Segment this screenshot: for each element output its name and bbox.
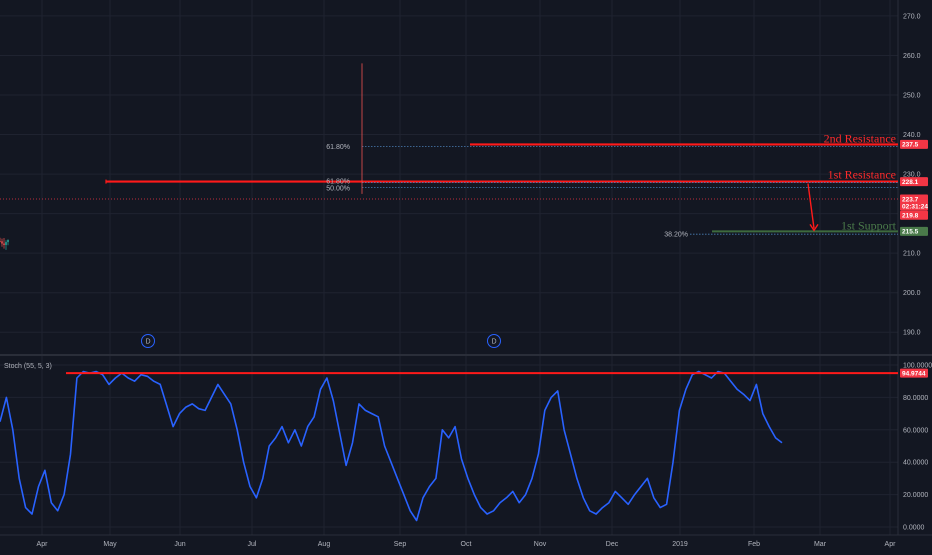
price-badge	[900, 139, 928, 149]
resistance-2-label: 2nd Resistance	[824, 131, 896, 145]
price-badge-text: 223.7	[902, 196, 919, 203]
price-badge	[900, 177, 928, 187]
fib-382-label: 38.20%	[664, 232, 688, 239]
time-tick-label: 2019	[672, 541, 688, 548]
stoch-tick-label: 100.0000	[903, 363, 932, 370]
time-tick-label: Apr	[885, 541, 897, 548]
candle-body	[0, 241, 1, 243]
time-tick-label: Apr	[37, 541, 49, 548]
time-tick-label: Aug	[318, 541, 331, 548]
time-tick-label: Nov	[534, 541, 547, 548]
stoch-tick-label: 20.0000	[903, 492, 928, 499]
candle-body	[1, 241, 3, 244]
stoch-tick-label: 40.0000	[903, 460, 928, 467]
time-tick-label: Dec	[606, 541, 619, 548]
stoch-tick-label: 60.0000	[903, 427, 928, 434]
price-tick-label: 270.0	[903, 13, 921, 20]
price-tick-label: 210.0	[903, 251, 921, 258]
dividend-icon[interactable]	[141, 334, 155, 348]
time-tick-label: May	[103, 541, 117, 548]
price-tick-label: 240.0	[903, 132, 921, 139]
price-tick-label: 190.0	[903, 330, 921, 337]
price-tick-label: 230.0	[903, 172, 921, 179]
time-tick-label: Sep	[394, 541, 407, 548]
dividend-marker-label: D	[491, 339, 496, 346]
time-tick-label: Jul	[248, 541, 257, 548]
candle-body	[7, 239, 9, 243]
stoch-badge-text: 94.9744	[902, 370, 926, 377]
price-badge	[900, 201, 928, 211]
dividend-marker-label: D	[145, 339, 150, 346]
support-1-label: 1st Support	[841, 218, 897, 232]
candle-body	[3, 243, 5, 245]
price-tick-label: 250.0	[903, 92, 921, 99]
resistance-1-label: 1st Resistance	[828, 168, 896, 182]
stoch-tick-label: 80.0000	[903, 395, 928, 402]
price-badge-text: 02:31:24	[902, 203, 928, 210]
fib-500-label: 50.00%	[326, 186, 350, 193]
price-tick-label: 260.0	[903, 53, 921, 60]
time-tick-label: Feb	[748, 541, 760, 548]
fib-618-label: 61.80%	[326, 144, 350, 151]
stoch-line	[0, 370, 783, 522]
price-badge-text: 237.5	[902, 142, 919, 149]
time-tick-label: Mar	[814, 541, 827, 548]
down-arrow-shaft	[807, 183, 815, 229]
stoch-title: Stoch (55, 5, 3)	[4, 363, 52, 370]
price-badge-text: 215.5	[902, 229, 919, 236]
candle-body	[5, 242, 7, 245]
price-badge-text: 228.1	[902, 179, 919, 186]
price-badge	[900, 226, 928, 236]
stoch-badge	[900, 368, 928, 378]
price-badge-text: 219.8	[902, 212, 919, 219]
price-badge	[900, 210, 928, 220]
time-tick-label: Jun	[174, 541, 185, 548]
price-tick-label: 200.0	[903, 290, 921, 297]
dividend-icon[interactable]	[487, 334, 501, 348]
time-tick-label: Oct	[461, 541, 472, 548]
fib-618-label: 61.80%	[326, 179, 350, 186]
price-badge	[900, 194, 928, 204]
down-arrow-head	[809, 224, 819, 232]
stoch-tick-label: 0.0000	[903, 525, 925, 532]
